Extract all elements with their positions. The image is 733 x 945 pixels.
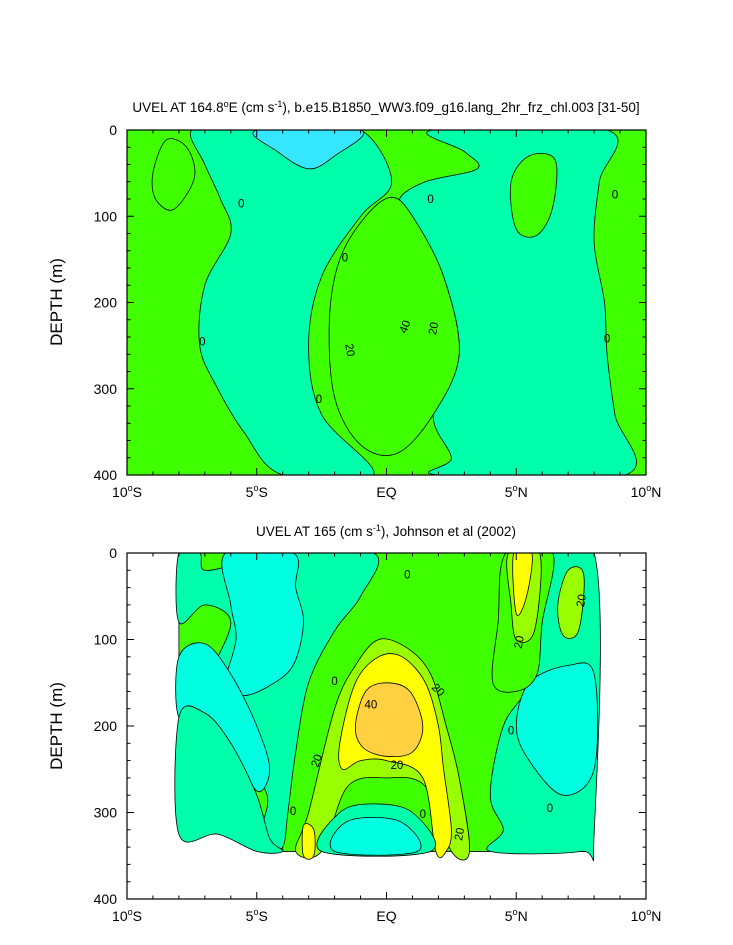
bottom-contour-region-15 [329, 816, 422, 856]
bottom-contour-label-text: 0 [404, 570, 410, 582]
top-contour-label-6: 0 [604, 334, 610, 346]
top-contour-label-text: 0 [199, 336, 205, 348]
top-contour-label-3: 0 [342, 253, 348, 265]
bottom-x-tick-label: 5oN [505, 907, 528, 924]
bottom-contour-label-9: 20 [453, 827, 467, 842]
bottom-contour-label-text: 20 [453, 827, 467, 842]
top-contour-label-text: 20 [427, 321, 441, 336]
bottom-contour-label-text: 0 [331, 676, 337, 688]
top-contour-label-text: 0 [316, 394, 322, 406]
bottom-contour-region-4 [174, 705, 284, 854]
top-contour-label-text: 0 [342, 253, 348, 265]
bottom-y-tick-label: 100 [94, 632, 118, 648]
bottom-contour-label-text: 20 [575, 593, 589, 608]
bottom-contour-label-text: 0 [420, 809, 426, 821]
top-contour-label-9: 40 [398, 319, 414, 335]
bottom-contour-label-12: 40 [365, 699, 378, 711]
bottom-x-tick-label: 5oS [246, 907, 268, 924]
bottom-contour-region-13 [354, 682, 424, 758]
top-contour-label-text: 0 [238, 198, 244, 210]
bottom-contour-label-3: 0 [420, 809, 426, 821]
top-contour-label-0: 0 [238, 198, 244, 210]
top-panel: UVEL AT 164.8oE (cm s-1), b.e15.B1850_WW… [47, 99, 661, 500]
bottom-y-tick-label: 300 [94, 805, 118, 821]
bottom-contour-region-10 [557, 566, 585, 639]
top-x-tick-label: 5oS [246, 483, 268, 500]
bottom-x-tick-label: EQ [376, 908, 396, 924]
bottom-y-tick-label: 0 [109, 545, 117, 561]
top-contour-label-text: 40 [398, 319, 414, 335]
top-title: UVEL AT 164.8oE (cm s-1), b.e15.B1850_WW… [132, 99, 639, 115]
top-y-tick-label: 100 [94, 208, 118, 224]
bottom-contour-label-text: 20 [310, 753, 326, 769]
bottom-contour-region-16 [301, 823, 316, 860]
bottom-contour-label-5: 0 [547, 803, 553, 815]
bottom-y-axis-label: DEPTH (m) [47, 682, 66, 770]
bottom-contour-label-8: 20 [391, 760, 404, 772]
bottom-contour-label-text: 40 [365, 699, 378, 711]
top-contour-region-3 [398, 130, 637, 475]
bottom-x-tick-label: 10oS [112, 907, 142, 924]
bottom-contour-label-11: 20 [575, 593, 589, 608]
top-contour-region-10 [328, 196, 460, 456]
bottom-y-tick-label: 200 [94, 718, 118, 734]
top-contour-label-text: 0 [427, 194, 433, 206]
top-contour-label-5: 0 [612, 190, 618, 202]
bottom-contour-label-1: 0 [331, 676, 337, 688]
top-contour-label-4: 0 [427, 194, 433, 206]
top-contour-label-text: 0 [604, 334, 610, 346]
bottom-contour-label-4: 0 [508, 725, 514, 737]
bottom-contour-region-6 [515, 662, 599, 796]
bottom-contour-label-text: 0 [508, 725, 514, 737]
top-contour-label-text: 20 [342, 343, 356, 358]
top-contour-labels: 0 0 0 0 0 0 0 20 20 40 [199, 190, 618, 406]
bottom-contour-label-text: 0 [547, 803, 553, 815]
bottom-contour-fields [174, 553, 601, 862]
top-contour-fields [127, 130, 646, 475]
top-contour-region-5 [509, 153, 558, 238]
bottom-contour-label-text: 20 [391, 760, 404, 772]
bottom-contour-label-text: 0 [290, 806, 296, 818]
top-contour-label-2: 0 [316, 394, 322, 406]
top-contour-label-1: 0 [199, 336, 205, 348]
top-y-tick-label: 400 [94, 467, 118, 483]
top-x-tick-label: 5oN [505, 483, 528, 500]
top-x-tick-label: 10oS [112, 483, 142, 500]
top-y-tick-label: 0 [109, 122, 117, 138]
top-x-tick-label: EQ [376, 484, 396, 500]
bottom-contour-region-9 [512, 553, 533, 616]
bottom-contour-label-text: 20 [513, 635, 527, 650]
top-contour-label-text: 0 [612, 190, 618, 202]
bottom-contour-region-2 [221, 553, 304, 697]
top-contour-region-2 [252, 130, 364, 170]
top-contour-label-8: 20 [427, 321, 441, 336]
bottom-panel: UVEL AT 165 (cm s-1), Johnson et al (200… [47, 523, 661, 924]
bottom-contour-label-2: 0 [290, 806, 296, 818]
bottom-contour-label-0: 0 [404, 570, 410, 582]
top-y-tick-label: 300 [94, 381, 118, 397]
top-contour-label-7: 20 [342, 343, 356, 358]
bottom-x-tick-label: 10oN [631, 907, 662, 924]
bottom-contour-label-10: 20 [513, 635, 527, 650]
top-contour-region-4 [151, 138, 196, 211]
bottom-title: UVEL AT 165 (cm s-1), Johnson et al (200… [256, 523, 516, 539]
bottom-y-tick-label: 400 [94, 891, 118, 907]
bottom-contour-label-7: 20 [310, 753, 326, 769]
top-y-axis-label: DEPTH (m) [47, 258, 66, 346]
top-x-tick-label: 10oN [631, 483, 662, 500]
top-y-tick-label: 200 [94, 295, 118, 311]
